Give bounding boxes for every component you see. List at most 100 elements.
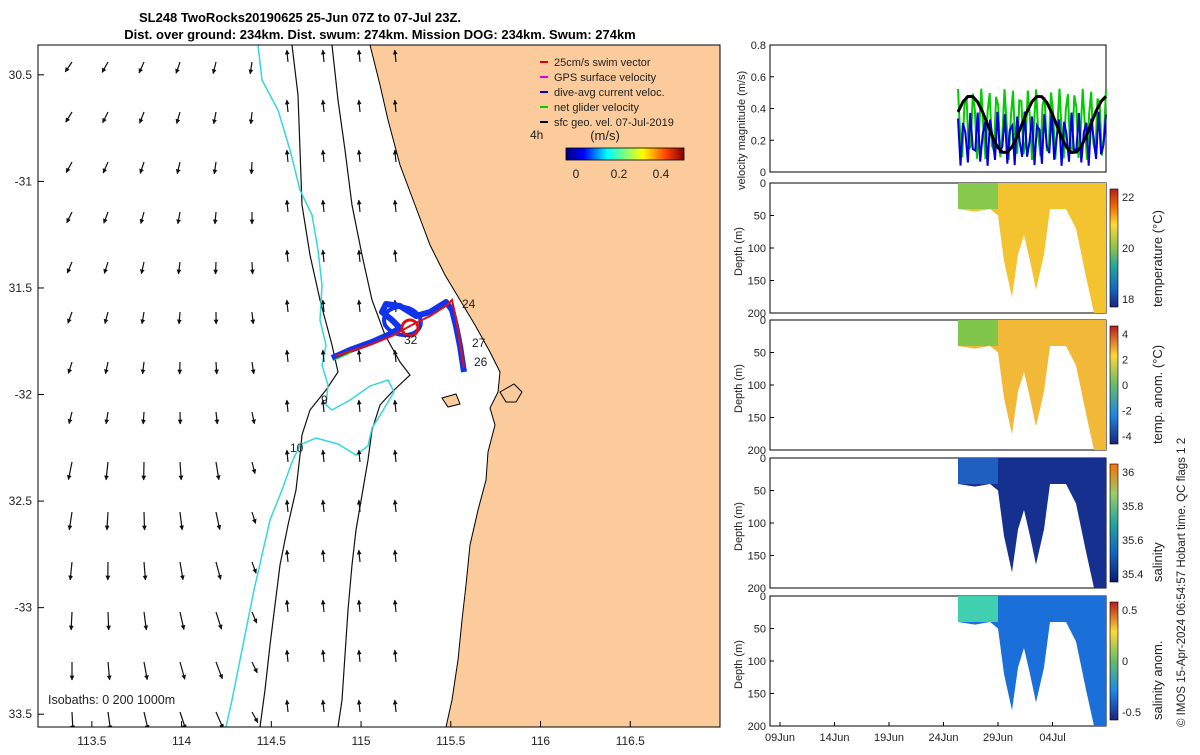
cbar-tick-label: 0 [1122,380,1128,392]
depth-tick-label: 150 [748,413,766,425]
profile-surface-band [958,183,998,209]
legend-label: GPS surface velocity [554,72,657,84]
cbar-tick-label: 35.6 [1122,535,1143,547]
depth-tick-label: 50 [754,211,766,223]
current-vector [143,412,144,424]
depth-ylabel: Depth (m) [733,502,745,551]
current-vector [216,362,217,374]
profile-colorbar [1110,326,1118,444]
depth-tick-label: 100 [748,518,766,530]
profile-colorbar [1110,464,1118,582]
footer-credit: © IMOS 15-Apr-2024 06:54:57 Hobart time.… [1176,438,1188,727]
time-tick-label: 14Jun [820,732,850,744]
colorbar-units: (m/s) [590,128,620,143]
cbar-tick-label: 18 [1122,294,1134,306]
depth-tick-label: 150 [748,689,766,701]
lon-tick-label: 116 [531,734,550,748]
profile-surface-band [958,596,998,622]
profile-surface-band [958,458,998,484]
day-label-10: 10 [290,441,304,455]
time-tick-label: 19Jun [874,732,904,744]
colorbar-tick-0.2: 0.2 [611,167,628,181]
day-label-24: 24 [462,297,476,311]
lon-tick-label: 115.5 [436,734,465,748]
map-panel: 113.5 114 114.5 115 115.5 116 116.5 30.5 -31 31.… [9,45,720,748]
depth-tick-label: 0 [760,178,766,190]
colorbar-time: 4h [530,128,543,142]
depth-tick-label: 100 [748,656,766,668]
depth-ylabel: Depth (m) [733,364,745,413]
time-tick-label: 09Jun [765,732,795,744]
lon-tick-label: 115 [351,734,370,748]
time-tick-label: 24Jun [929,732,959,744]
depth-tick-label: 0 [760,315,766,327]
lat-tick-label: 32.5 [9,494,33,508]
velocity-ylabel: velocity magnitude (m/s) [736,71,748,190]
lat-tick-label: -32 [15,388,33,402]
current-vector [144,512,145,530]
cbar-tick-label: -2 [1122,406,1132,418]
vel-tick-label: 0.8 [751,40,766,52]
cbar-label: temp. anom. (°C) [1150,345,1165,444]
lat-tick-label: -31 [15,174,33,188]
depth-tick-label: 50 [754,624,766,636]
lat-tick-label: 31.5 [9,281,33,295]
depth-tick-label: 0 [760,591,766,603]
cbar-tick-label: -4 [1122,431,1132,443]
vel-tick-label: 0.6 [751,72,766,84]
lat-tick-label: -33 [15,601,33,615]
depth-ylabel: Depth (m) [733,227,745,276]
vel-tick-label: 0.4 [751,104,766,116]
lon-tick-label: 114.5 [257,734,286,748]
time-tick-label: 04Jul [1039,732,1065,744]
current-vector [108,612,109,630]
cbar-tick-label: 20 [1122,243,1134,255]
depth-ylabel: Depth (m) [733,640,745,689]
depth-tick-label: 100 [748,380,766,392]
day-label-9: 9 [321,393,328,407]
cbar-tick-label: 0.5 [1122,605,1137,617]
cbar-tick-label: 22 [1122,192,1134,204]
lon-tick-label: 114 [172,734,191,748]
lon-tick-label: 113.5 [77,734,106,748]
lat-tick-label: 33.5 [9,707,33,721]
speed-colorbar [566,148,684,160]
cbar-tick-label: 36 [1122,467,1134,479]
lon-tick-label: 116.5 [616,734,645,748]
cbar-tick-label: 35.4 [1122,569,1143,581]
profile-surface-band [958,320,998,346]
legend-label: dive-avg current veloc. [554,87,665,99]
current-vector [252,262,253,274]
depth-tick-label: 200 [748,721,766,733]
right-panels: velocity magnitude (m/s) 0.8 0.6 0.4 0.2 0 0… [733,40,1165,744]
lat-tick-label: 30.5 [9,68,33,82]
cbar-tick-label: 2 [1122,355,1128,367]
cbar-tick-label: 4 [1122,329,1128,341]
colorbar-tick-0.4: 0.4 [653,167,670,181]
title-line-1: SL248 TwoRocks20190625 25-Jun 07Z to 07-… [139,10,461,25]
depth-tick-label: 150 [748,276,766,288]
cbar-tick-label: -0.5 [1122,707,1141,719]
velocity-panel: velocity magnitude (m/s) 0.8 0.6 0.4 0.2 0 [736,40,1106,190]
day-label-27: 27 [472,336,486,350]
profile-colorbar [1110,189,1118,307]
day-label-32: 32 [404,333,418,347]
depth-tick-label: 100 [748,243,766,255]
legend-label: net glider velocity [554,102,639,114]
depth-tick-label: 0 [760,453,766,465]
title-line-2: Dist. over ground: 234km. Dist. swum: 27… [124,27,636,42]
time-tick-label: 29Jun [983,732,1013,744]
day-label-26: 26 [474,355,488,369]
colorbar-tick-0: 0 [573,167,580,181]
depth-tick-label: 50 [754,348,766,360]
vel-tick-label: 0.2 [751,135,766,147]
cbar-label: salinity anom. [1150,641,1165,720]
cbar-label: temperature (°C) [1150,210,1165,307]
depth-tick-label: 150 [748,551,766,563]
cbar-tick-label: 35.8 [1122,501,1143,513]
